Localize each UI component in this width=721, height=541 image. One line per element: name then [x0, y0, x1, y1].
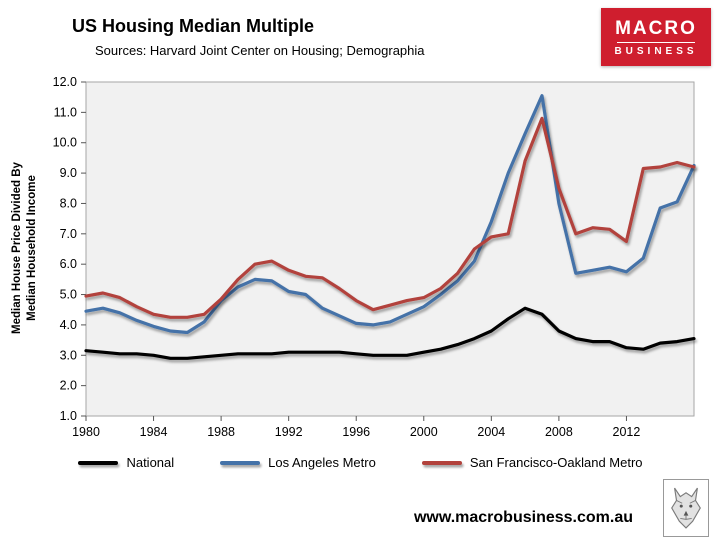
chart-title: US Housing Median Multiple: [72, 16, 314, 36]
logo-text-macro: MACRO: [615, 17, 697, 39]
legend-item-national: National: [78, 455, 174, 470]
wolf-logo: [663, 479, 709, 537]
legend-item-los-angeles: Los Angeles Metro: [220, 455, 376, 470]
svg-text:1984: 1984: [140, 425, 168, 439]
website-url: www.macrobusiness.com.au: [413, 509, 633, 526]
legend-swatch-los-angeles: [220, 460, 261, 465]
svg-text:8.0: 8.0: [60, 196, 77, 210]
svg-text:9.0: 9.0: [60, 166, 77, 180]
svg-text:1.0: 1.0: [60, 409, 77, 423]
svg-text:12.0: 12.0: [53, 75, 77, 89]
logo-text-business: BUSINESS: [614, 45, 698, 57]
line-chart: 1.0 2.0 3.0 4.0 5.0 6.0 7.0 8.0 9.0 10.0 11.0 12.0 1…: [53, 75, 696, 439]
macrobusiness-logo: MACRO BUSINESS: [601, 8, 711, 66]
legend-label-san-francisco: San Francisco-Oakland Metro: [469, 455, 643, 470]
legend-swatch-san-francisco: [421, 460, 462, 465]
legend-item-san-francisco: San Francisco-Oakland Metro: [421, 455, 643, 470]
svg-text:2008: 2008: [545, 425, 573, 439]
svg-text:3.0: 3.0: [60, 348, 77, 362]
legend-swatch-national: [78, 460, 119, 465]
svg-text:5.0: 5.0: [60, 288, 77, 302]
svg-text:1988: 1988: [207, 425, 235, 439]
svg-text:4.0: 4.0: [60, 318, 77, 332]
svg-text:2000: 2000: [410, 425, 438, 439]
svg-text:10.0: 10.0: [53, 136, 77, 150]
legend-label-national: National: [126, 455, 175, 470]
svg-text:2.0: 2.0: [60, 379, 77, 393]
svg-text:1980: 1980: [72, 425, 100, 439]
y-axis-label-line1: Median House Price Divided By: [11, 162, 23, 334]
svg-text:11.0: 11.0: [54, 105, 77, 119]
svg-text:2004: 2004: [477, 425, 505, 439]
logo-divider: [617, 41, 695, 43]
svg-text:1996: 1996: [342, 425, 370, 439]
legend-label-los-angeles: Los Angeles Metro: [268, 455, 376, 470]
svg-text:1992: 1992: [275, 425, 303, 439]
svg-text:6.0: 6.0: [60, 257, 77, 271]
svg-text:7.0: 7.0: [60, 227, 77, 241]
legend: National Los Angeles Metro San Francisco…: [0, 455, 721, 470]
svg-text:2012: 2012: [613, 425, 641, 439]
chart-subtitle: Sources: Harvard Joint Center on Housing…: [95, 43, 425, 58]
wolf-icon: [671, 487, 701, 529]
